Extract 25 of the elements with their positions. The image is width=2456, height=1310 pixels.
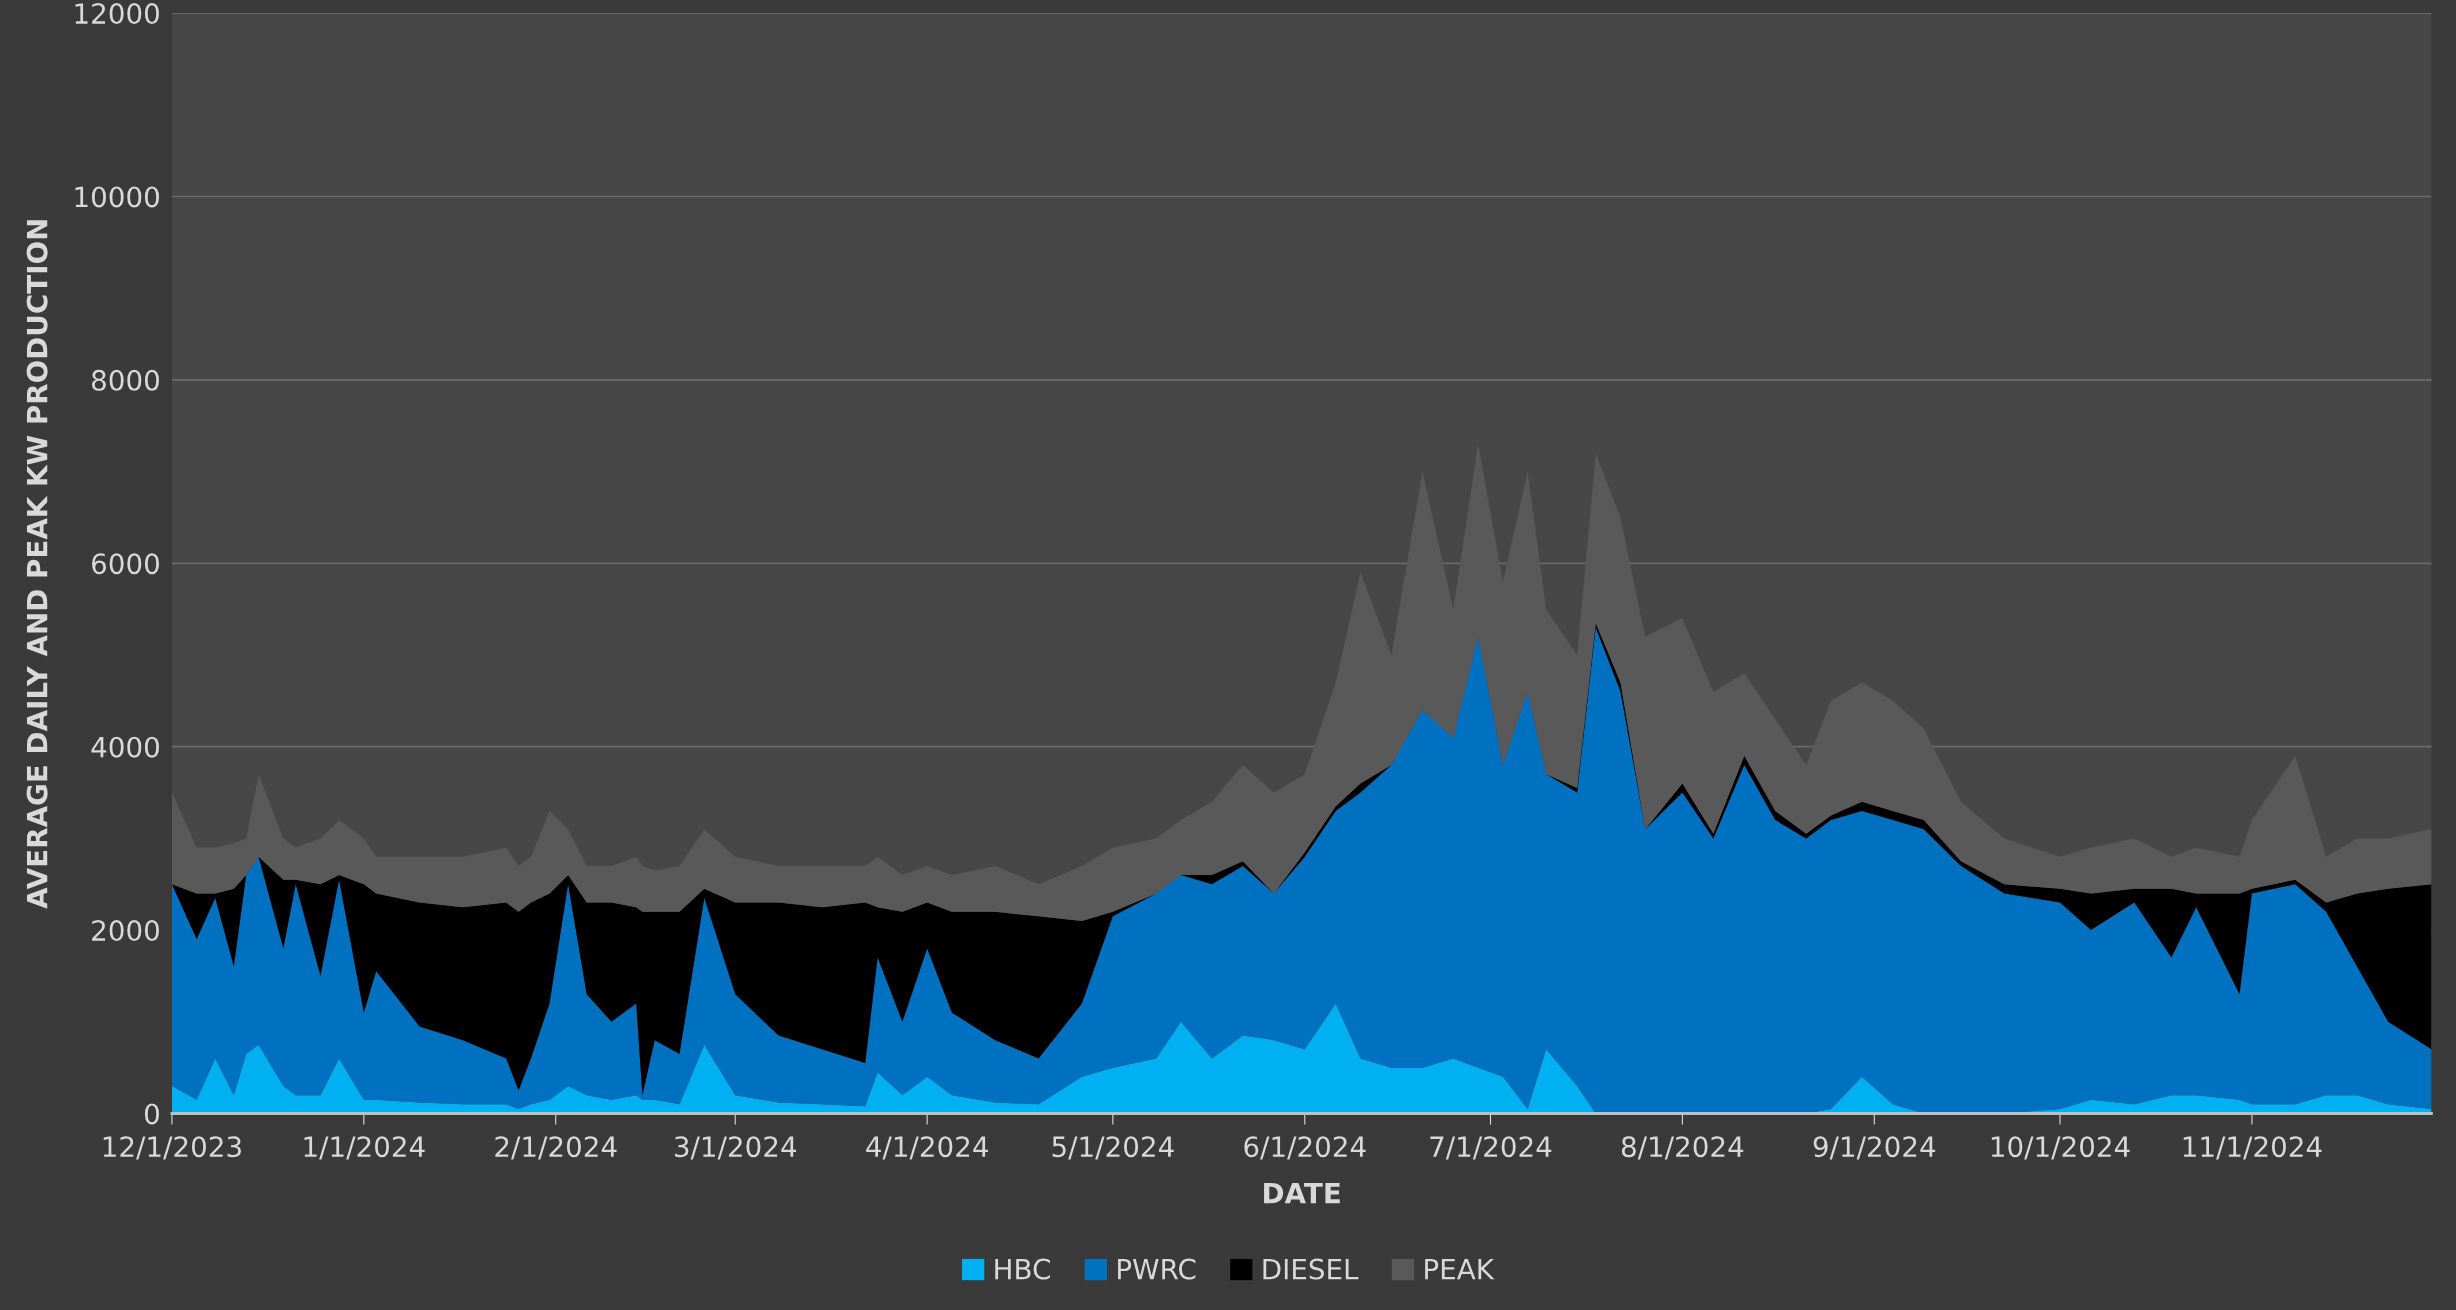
x-tick-label: 11/1/2024 (2183, 1136, 2322, 1160)
x-tick-label: 6/1/2024 (1244, 1136, 1366, 1160)
x-tick-label: 5/1/2024 (1052, 1136, 1174, 1160)
legend-label: PEAK (1425, 1258, 1495, 1280)
y-tick-label: 6000 (92, 553, 159, 575)
x-tick-label: 4/1/2024 (866, 1136, 988, 1160)
x-tick-label: 1/1/2024 (304, 1136, 425, 1160)
x-tick-label: 3/1/2024 (674, 1136, 797, 1160)
y-tick-label: 12000 (75, 3, 159, 25)
x-tick-label: 9/1/2024 (1813, 1136, 1936, 1160)
x-tick-label: 8/1/2024 (1621, 1136, 1744, 1160)
x-tick-label: 7/1/2024 (1430, 1136, 1552, 1160)
y-tick-label: 2000 (92, 920, 159, 942)
legend-label: HBC (995, 1258, 1050, 1280)
x-tick-label: 10/1/2024 (1991, 1136, 2130, 1160)
y-tick-label: 0 (144, 1103, 159, 1125)
legend-label: PWRC (1118, 1258, 1196, 1280)
y-axis-title: AVERAGE DAILY AND PEAK KW PRODUCTION (26, 220, 48, 909)
y-tick-label: 10000 (75, 186, 159, 208)
x-tick-label: 12/1/2023 (103, 1136, 241, 1160)
x-tick-label: 2/1/2024 (495, 1136, 617, 1160)
y-tick-label: 4000 (91, 736, 159, 758)
x-axis-title: DATE (1264, 1182, 1340, 1204)
legend-label: DIESEL (1263, 1258, 1359, 1280)
y-tick-label: 8000 (92, 369, 159, 391)
